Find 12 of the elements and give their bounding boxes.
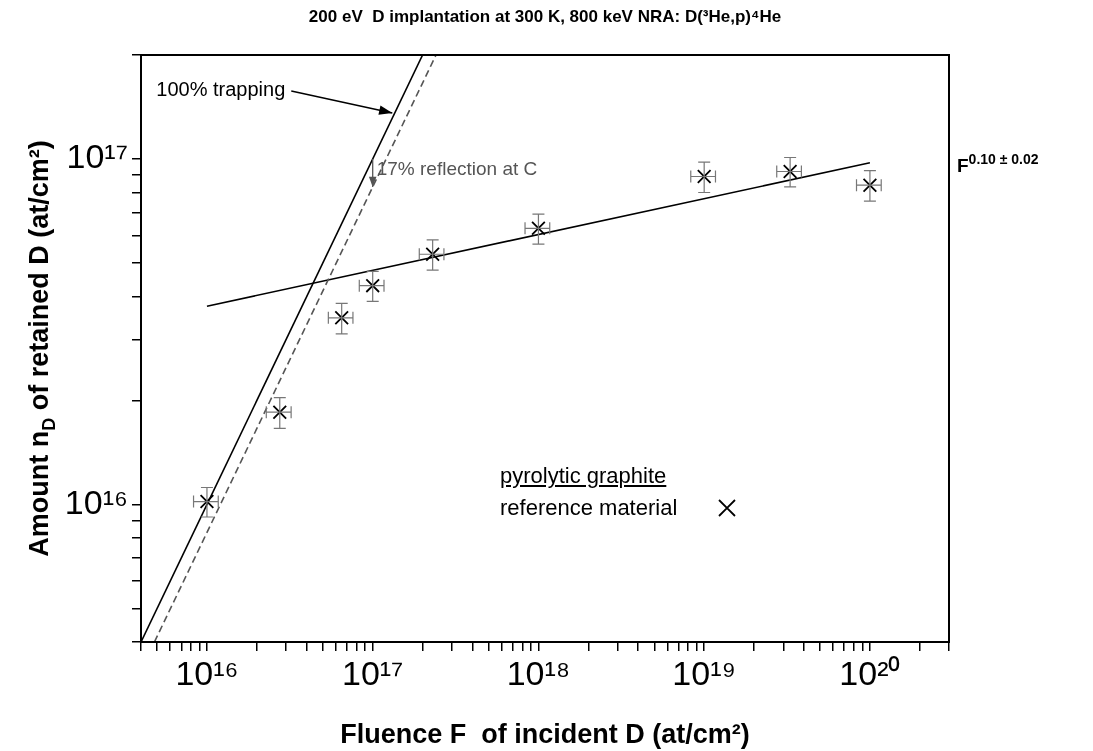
x-tick-label: 10¹⁸ (506, 653, 571, 692)
chart-title: 200 eV D implantation at 300 K, 800 keV NRA: D(³He,p)⁴He (308, 7, 782, 26)
x-tick-label: 10¹⁹ (672, 653, 737, 692)
x-tick-label: 10²⁰ (839, 653, 901, 692)
y-axis-title: Amount nD of retained D (at/cm²) (24, 140, 59, 557)
annotation: 100% trapping (156, 77, 286, 100)
x-axis-title: Fluence F of incident D (at/cm²) (340, 719, 750, 749)
x-tick-label: 10¹⁶ (175, 653, 239, 692)
legend-title: pyrolytic graphite (500, 462, 668, 490)
legend-label: reference material (500, 494, 678, 522)
x-tick-label: 10¹⁷ (341, 653, 404, 692)
annotation: 17% reflection at C (376, 157, 538, 179)
